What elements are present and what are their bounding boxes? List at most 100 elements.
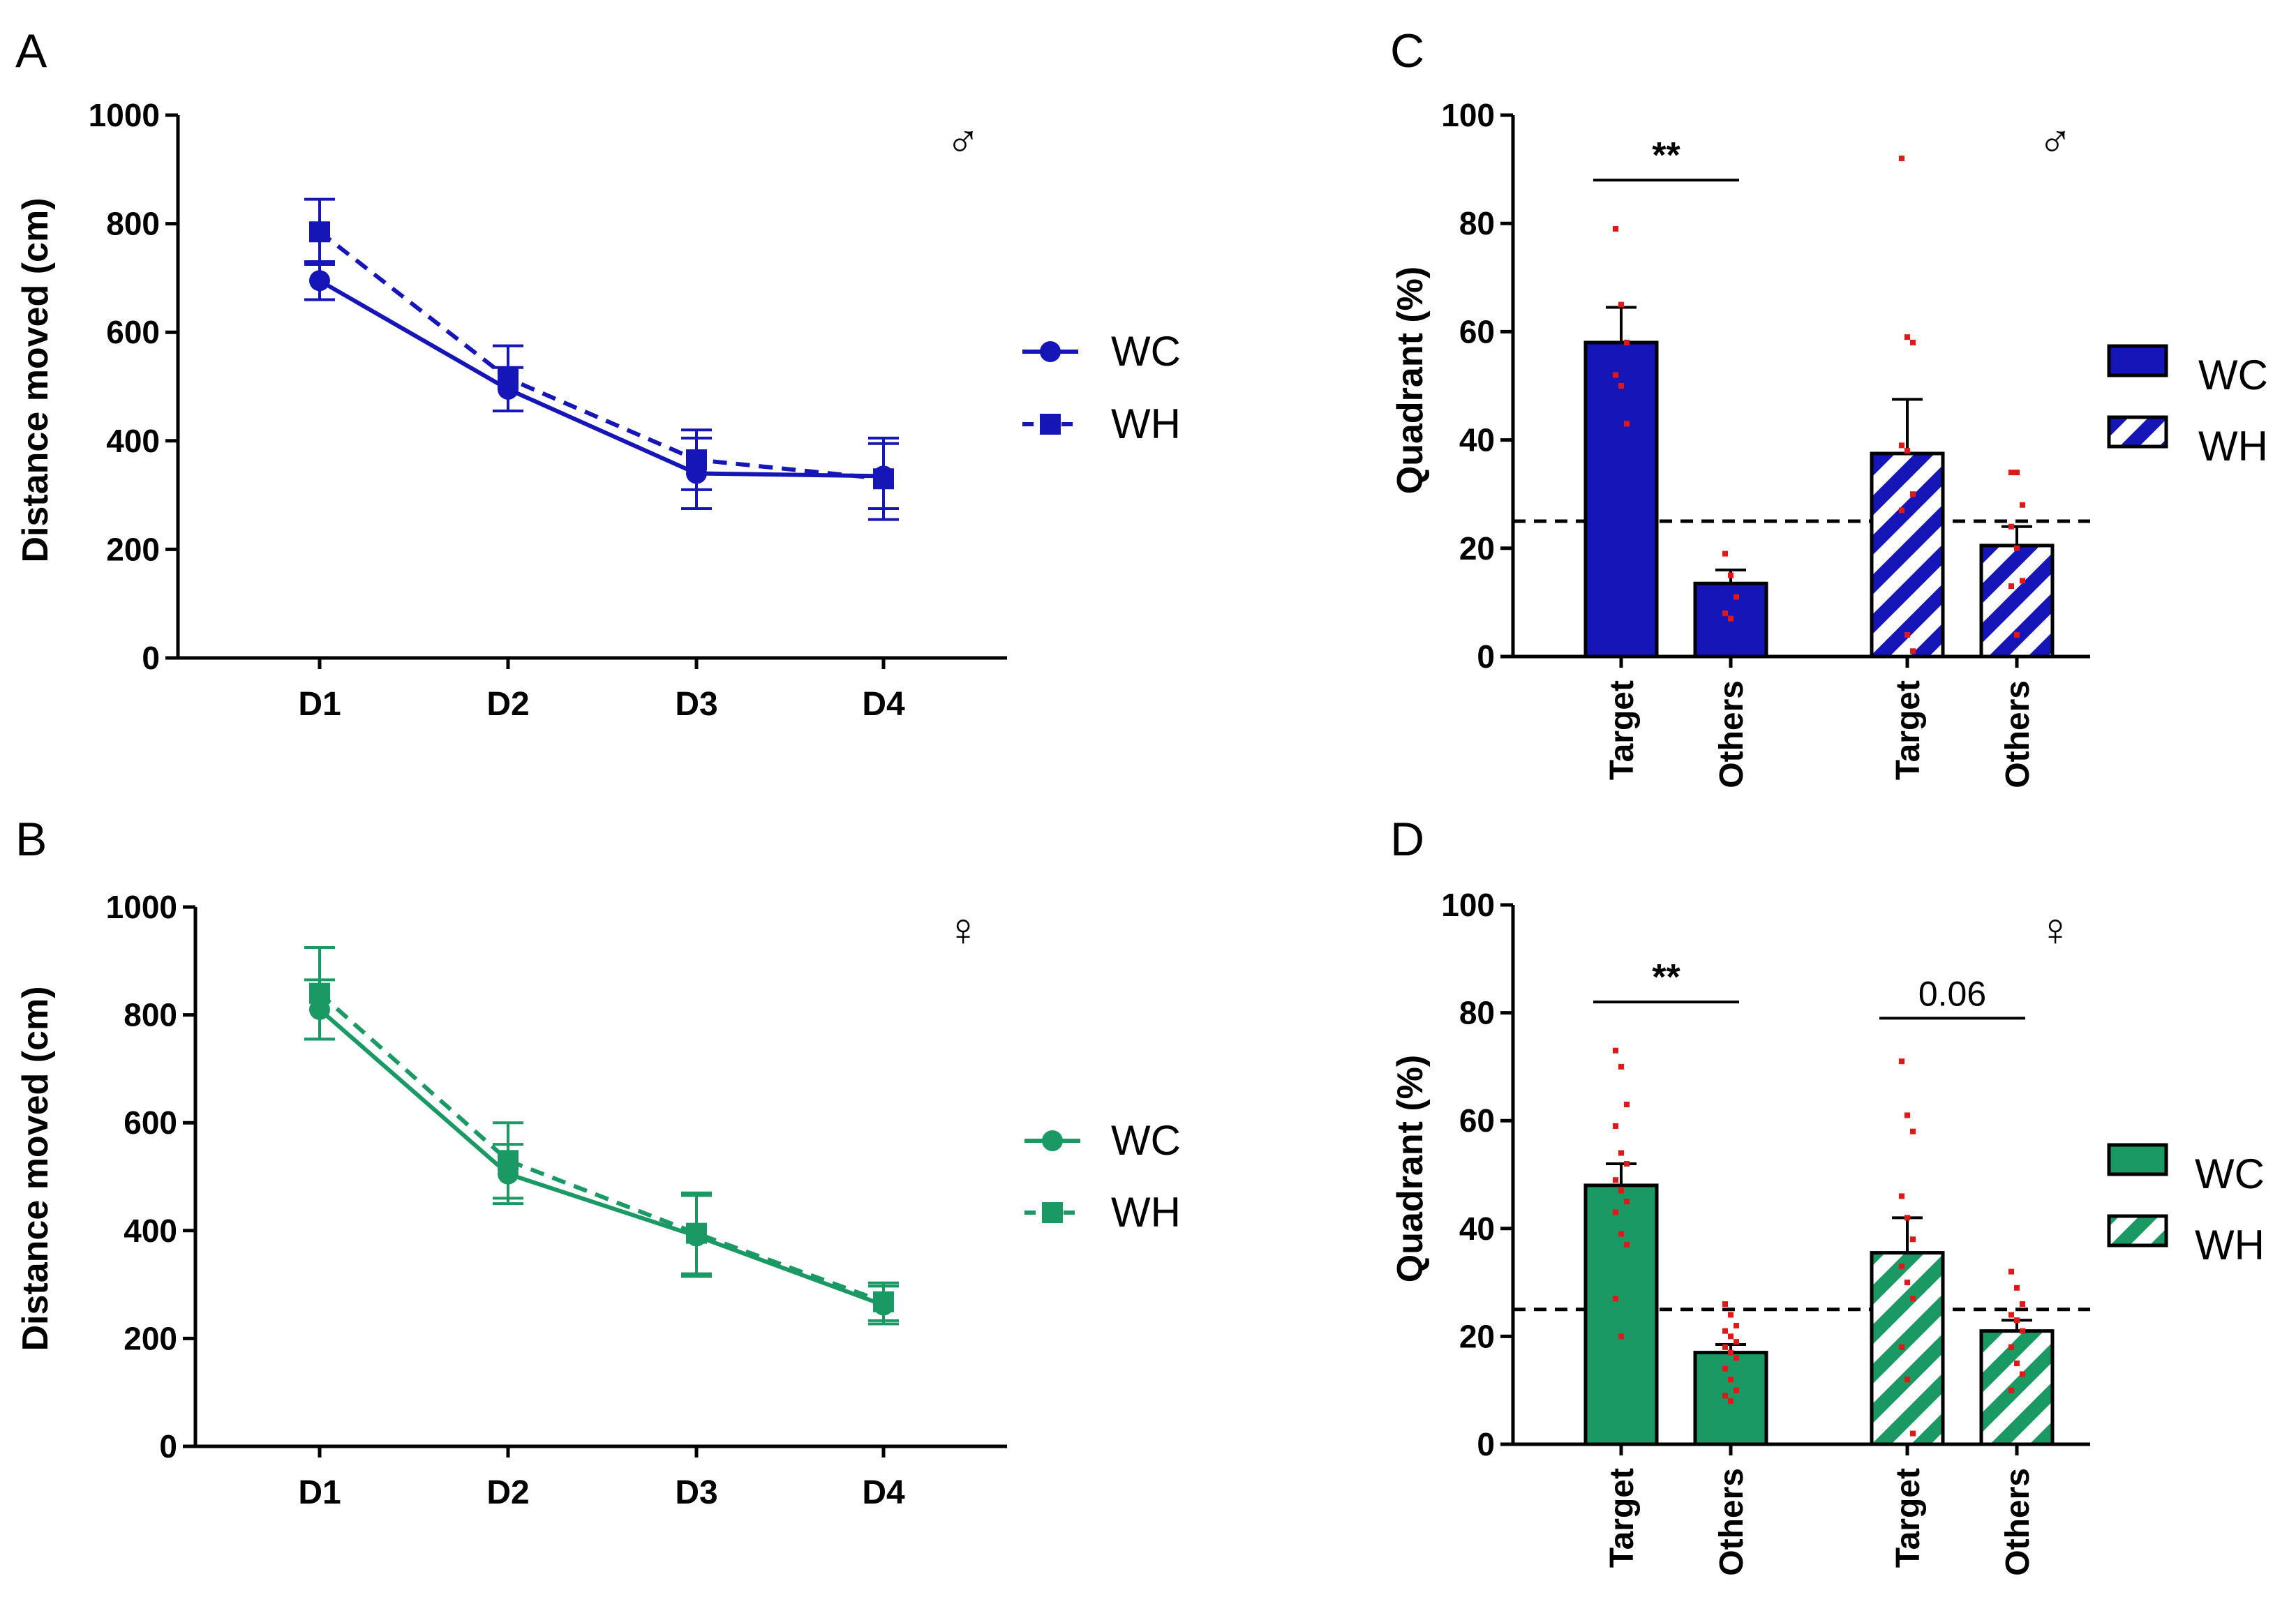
individual-data-point	[1728, 572, 1734, 578]
individual-data-point	[1624, 339, 1630, 345]
legend-marker-square	[1040, 414, 1061, 435]
legend-label-wc: WC	[1111, 328, 1181, 375]
individual-data-point	[1910, 1236, 1916, 1243]
male-symbol: ♂	[2038, 115, 2073, 167]
individual-data-point	[2008, 583, 2014, 590]
series-line-wc	[318, 278, 884, 479]
x-tick-label: D2	[486, 686, 529, 723]
data-point-square	[873, 468, 894, 490]
individual-data-point	[1618, 383, 1624, 389]
legend-swatch-wh	[2107, 1214, 2168, 1247]
x-tick-label: Target	[1890, 1468, 1927, 1568]
individual-data-point	[1618, 1063, 1624, 1070]
individual-data-point	[1899, 1263, 1904, 1269]
individual-data-point	[1910, 1430, 1916, 1437]
y-tick-label: 1000	[106, 889, 177, 925]
y-tick-label: 200	[106, 531, 160, 567]
y-tick-label: 60	[1459, 1102, 1495, 1139]
y-tick-label: 1000	[89, 97, 160, 133]
bar-wc-target	[1583, 340, 1659, 659]
individual-data-point	[1624, 1161, 1630, 1167]
bar-wh-others	[1979, 1329, 2055, 1446]
individual-data-point	[2008, 470, 2014, 476]
individual-data-point	[1910, 648, 1916, 654]
individual-data-point	[1613, 1209, 1618, 1215]
x-tick-label: D1	[298, 1474, 341, 1511]
significance-stars: **	[1652, 957, 1680, 998]
individual-data-point	[1618, 1150, 1624, 1156]
individual-data-point	[1904, 1280, 1910, 1286]
legend-swatch-wh	[2107, 415, 2168, 449]
y-tick-label: 400	[124, 1213, 177, 1249]
individual-data-point	[1728, 1312, 1734, 1318]
y-tick-label: 600	[106, 314, 160, 350]
bar-wh-target	[1870, 451, 1945, 659]
individual-data-point	[2014, 1361, 2020, 1367]
individual-data-point	[1728, 615, 1734, 622]
x-tick-label: Target	[1604, 680, 1641, 780]
panel-letter-b: B	[15, 813, 47, 866]
individual-data-point	[1904, 448, 1910, 454]
y-tick-label: 200	[124, 1320, 177, 1356]
individual-data-point	[1722, 1301, 1728, 1307]
individual-data-point	[2014, 545, 2020, 551]
legend-marker-circle	[1040, 341, 1061, 362]
individual-data-point	[2014, 1284, 2020, 1291]
individual-data-point	[1728, 1377, 1734, 1383]
panel-letter-d: D	[1390, 813, 1424, 866]
individual-data-point	[1728, 1333, 1734, 1340]
y-tick-label: 60	[1459, 313, 1495, 350]
x-tick-label: Target	[1604, 1468, 1641, 1568]
significance-stars: **	[1652, 135, 1680, 176]
individual-data-point	[1734, 1339, 1739, 1345]
individual-data-point	[1910, 1128, 1916, 1134]
panel-b-line-chart: B Distance moved (cm) ♀ WC WH 0 200 400 600…	[15, 813, 1181, 1511]
x-tick-label: D4	[862, 1474, 905, 1511]
individual-data-point	[2020, 1328, 2025, 1334]
individual-data-point	[1613, 1177, 1618, 1183]
individual-data-point	[1899, 1193, 1904, 1199]
individual-data-point	[1910, 339, 1916, 345]
x-tick-label: Others	[1999, 680, 2036, 788]
y-tick-label: 0	[1477, 638, 1495, 675]
y-tick-label: 800	[124, 997, 177, 1033]
legend-marker-square	[1042, 1202, 1063, 1223]
individual-data-point	[1613, 372, 1618, 378]
x-tick-label: D1	[298, 686, 341, 723]
legend-label-wc: WC	[2195, 1151, 2265, 1197]
individual-data-point	[1722, 1328, 1728, 1334]
individual-data-point	[1904, 334, 1910, 340]
individual-data-point	[1618, 1333, 1624, 1340]
legend-label-wc: WC	[2198, 352, 2268, 398]
panel-a-line-chart: A Distance moved (cm) ♂ WC WH 0 200 400 600…	[15, 24, 1181, 723]
y-tick-label: 0	[142, 640, 160, 676]
data-point-square	[309, 221, 330, 243]
series-line-wh	[318, 991, 885, 1304]
x-tick-label: D3	[675, 686, 717, 723]
individual-data-point	[1899, 1058, 1904, 1065]
x-tick-label: Target	[1890, 680, 1927, 780]
individual-data-point	[1624, 421, 1630, 427]
individual-data-point	[1618, 301, 1624, 308]
individual-data-point	[1624, 1102, 1630, 1108]
data-point-square	[498, 1150, 519, 1171]
individual-data-point	[1899, 507, 1904, 514]
y-axis-label: Distance moved (cm)	[15, 986, 56, 1351]
individual-data-point	[1722, 1393, 1728, 1399]
legend-label-wh: WH	[1111, 400, 1181, 447]
individual-data-point	[2008, 1344, 2014, 1350]
series-line-wc	[318, 1007, 885, 1307]
y-axis-label: Quadrant (%)	[1390, 267, 1431, 494]
individual-data-point	[2014, 1317, 2020, 1324]
individual-data-point	[1613, 1123, 1618, 1129]
panel-letter-a: A	[15, 24, 47, 77]
individual-data-point	[1722, 1365, 1728, 1372]
individual-data-point	[2014, 631, 2020, 638]
female-symbol: ♀	[946, 904, 981, 955]
y-tick-label: 400	[106, 423, 160, 459]
x-tick-label: D2	[486, 1474, 529, 1511]
individual-data-point	[1728, 1398, 1734, 1404]
panel-d-bar-chart: D Quadrant (%) ♀ WC WH 0 20 40 60 80 100 Targe…	[1390, 813, 2265, 1576]
legend-label-wh: WH	[1111, 1189, 1181, 1236]
panel-c-bar-chart: C Quadrant (%) ♂ WC WH 0 20 40 60 80 100 Targe…	[1390, 24, 2268, 788]
